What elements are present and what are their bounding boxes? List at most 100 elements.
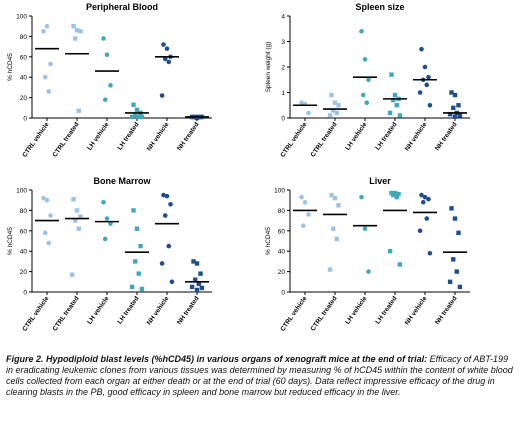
data-point <box>129 114 135 120</box>
data-point <box>452 216 458 221</box>
data-point <box>397 262 403 267</box>
data-point <box>133 259 138 264</box>
data-point <box>457 284 463 290</box>
data-point <box>159 93 165 98</box>
y-tick-label: 40 <box>278 249 286 256</box>
data-point <box>139 114 145 120</box>
data-point <box>327 113 333 118</box>
data-point <box>191 259 196 264</box>
data-point <box>456 230 461 236</box>
caption-title: Figure 2. Hypodiploid blast levels (%hCD… <box>6 354 428 364</box>
data-point <box>194 287 200 293</box>
data-point <box>134 226 140 231</box>
data-point <box>362 226 368 232</box>
data-point <box>456 103 461 108</box>
data-point <box>189 284 195 290</box>
x-category-label: NH vehicle <box>404 121 429 153</box>
data-point <box>387 249 393 254</box>
data-point <box>159 261 165 266</box>
x-category-label: NH vehicle <box>146 295 171 327</box>
data-point <box>360 92 366 98</box>
data-point <box>133 112 138 118</box>
data-point <box>131 102 136 107</box>
data-point <box>452 92 458 98</box>
data-point <box>73 218 78 223</box>
data-point <box>394 194 399 200</box>
x-category-label: NH treated <box>434 295 459 326</box>
data-point <box>332 100 338 105</box>
data-point <box>334 236 339 242</box>
data-point <box>129 284 135 290</box>
data-point <box>447 111 453 117</box>
y-tick-label: 0 <box>23 116 27 123</box>
x-category-label: LH vehicle <box>344 121 369 152</box>
data-point <box>76 108 81 114</box>
data-point <box>389 72 394 77</box>
x-category-label: CTRL vehicle <box>21 295 51 333</box>
data-point <box>331 226 336 231</box>
data-point <box>306 110 311 116</box>
data-point <box>46 89 52 94</box>
data-point <box>332 195 338 201</box>
data-point <box>387 110 393 116</box>
data-point <box>306 212 311 217</box>
y-tick-label: 0 <box>281 290 285 297</box>
chart-panel: Peripheral Blood 0 20 40 60 80 100 % hCD45 CTRL … <box>7 2 212 159</box>
data-point <box>196 281 201 287</box>
data-point <box>427 102 433 108</box>
data-point <box>364 100 370 105</box>
y-tick-label: 80 <box>20 208 28 215</box>
data-point <box>74 208 80 213</box>
x-category-label: CTRL treated <box>52 295 81 332</box>
chart-title: Peripheral Blood <box>86 2 158 12</box>
x-category-label: CTRL vehicle <box>279 121 309 159</box>
data-point <box>42 230 48 236</box>
data-point <box>168 201 173 207</box>
x-category-label: NH treated <box>176 295 201 326</box>
data-point <box>44 23 50 29</box>
y-tick-label: 40 <box>20 75 28 82</box>
y-tick-label: 0 <box>23 290 27 297</box>
data-point <box>161 192 166 198</box>
data-point <box>162 213 168 218</box>
data-point <box>162 56 168 62</box>
x-category-label: CTRL vehicle <box>21 121 51 159</box>
y-tick-label: 60 <box>278 228 286 235</box>
data-point <box>426 196 431 202</box>
x-category-label: CTRL treated <box>52 121 81 158</box>
data-point <box>74 28 80 33</box>
data-point <box>101 199 106 205</box>
data-point <box>424 216 430 221</box>
y-tick-label: 80 <box>278 208 286 215</box>
data-point <box>46 240 52 246</box>
y-tick-label: 60 <box>20 228 28 235</box>
y-axis-label: Spleen weight (g) <box>265 42 272 93</box>
caption-body: Efficacy of ABT-199 in eradicating leuke… <box>6 354 513 397</box>
data-point <box>394 103 399 108</box>
data-point <box>329 192 334 198</box>
data-point <box>447 279 453 284</box>
x-category-label: LH treated <box>374 295 398 325</box>
chart-panel: Spleen size 0 1 2 3 4 Spleen weight (g) CTRL ve… <box>265 2 470 159</box>
data-point <box>362 57 368 62</box>
data-point <box>42 74 48 80</box>
x-category-label: CTRL treated <box>310 121 339 158</box>
data-point <box>78 214 83 219</box>
y-tick-label: 4 <box>281 14 285 21</box>
data-point <box>419 46 424 52</box>
data-point <box>41 195 46 201</box>
data-point <box>417 90 423 95</box>
data-point <box>108 83 113 88</box>
data-point <box>136 114 141 120</box>
data-point <box>102 236 108 242</box>
data-point <box>194 261 200 266</box>
y-tick-label: 40 <box>20 249 28 256</box>
chart-title: Liver <box>369 176 391 186</box>
data-point <box>366 269 371 274</box>
data-point <box>48 213 53 218</box>
data-point <box>73 36 78 41</box>
data-point <box>391 192 396 198</box>
data-point <box>102 97 108 102</box>
data-point <box>417 228 423 234</box>
